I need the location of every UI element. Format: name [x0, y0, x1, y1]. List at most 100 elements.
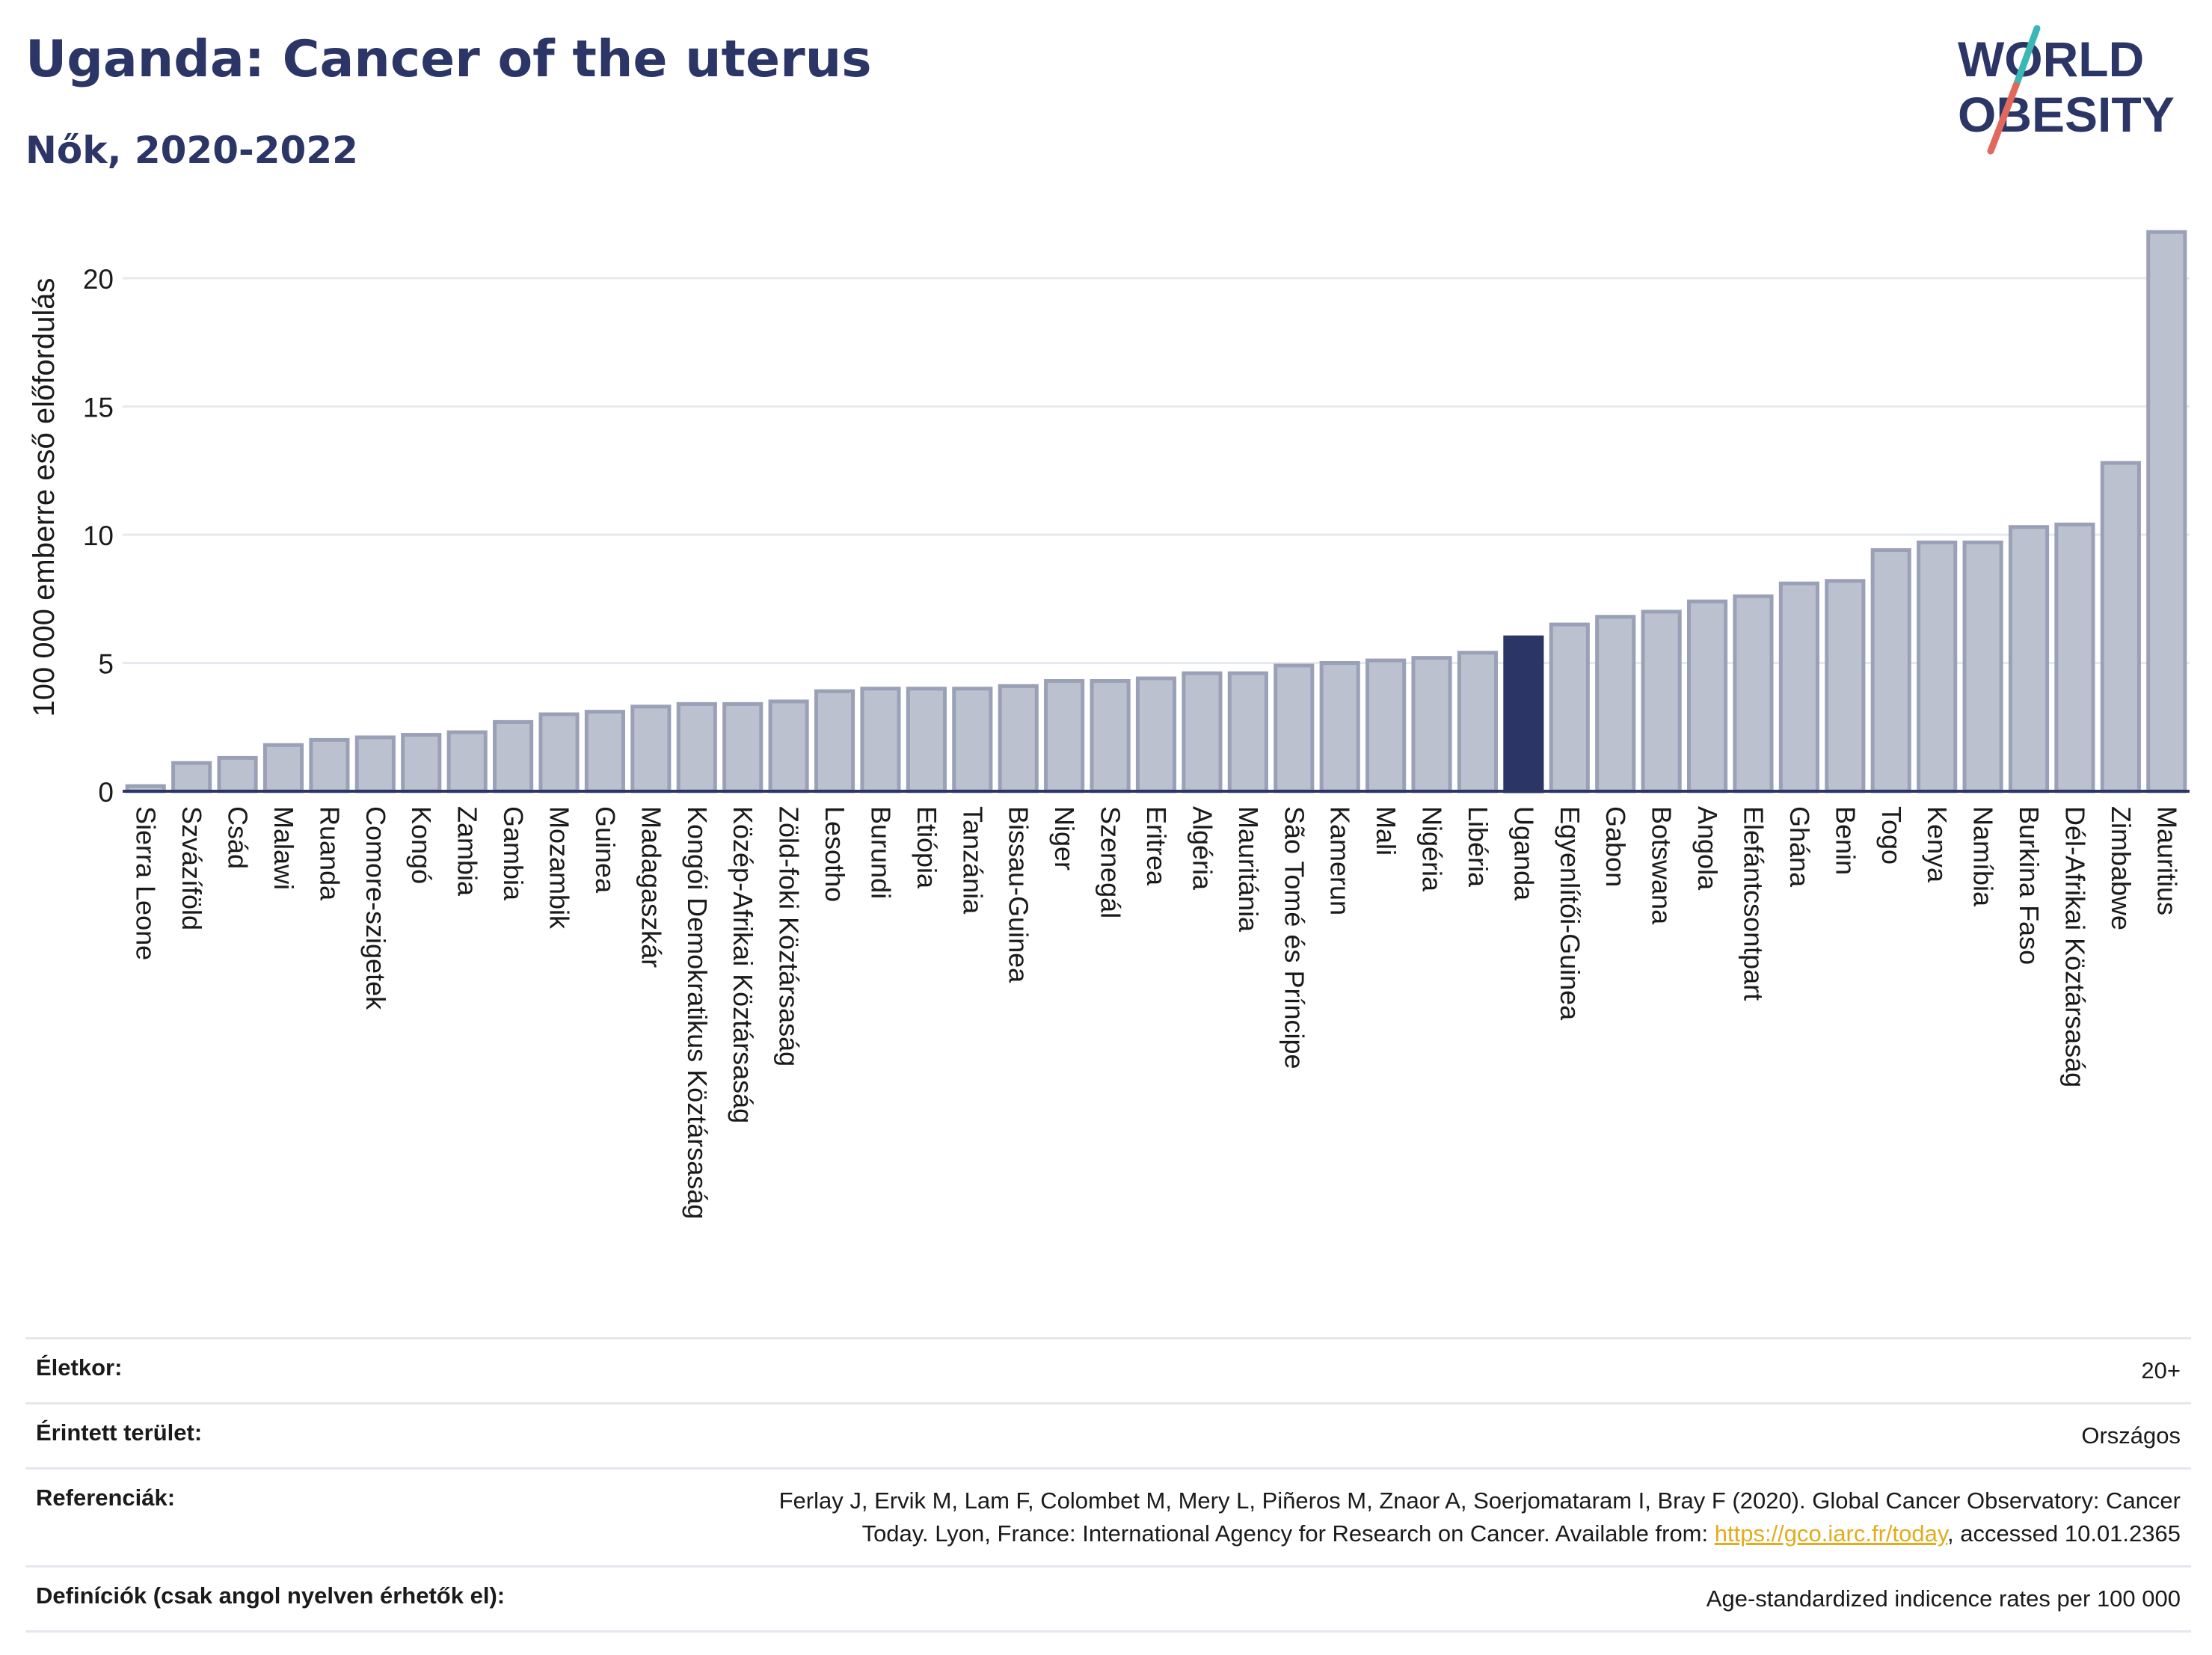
bar [998, 684, 1039, 793]
bar [1825, 579, 1866, 793]
x-tick-label: Kamerun [1325, 806, 1356, 915]
reference-label: Referenciák: [25, 1467, 630, 1567]
reference-link[interactable]: https://gco.iarc.fr/today [1714, 1520, 1948, 1547]
bar [2054, 522, 2095, 793]
y-axis-label: 100 000 emberre eső előfordulás [28, 277, 61, 716]
x-tick-label: Ruanda [314, 806, 345, 901]
bar [1227, 671, 1268, 793]
x-tick-label: Uganda [1508, 806, 1539, 901]
x-tick-label: Guinea [590, 806, 621, 894]
bar [1686, 599, 1728, 793]
age-row: Életkor: 20+ [25, 1337, 2191, 1404]
bar [1365, 658, 1407, 793]
bar [676, 701, 717, 793]
y-tick-label: 15 [83, 393, 114, 423]
bar [262, 743, 304, 793]
x-tick-label: Eritrea [1141, 806, 1172, 886]
x-tick-label: Zimbabwe [2106, 806, 2136, 930]
bar [1411, 656, 1452, 793]
bar [1044, 679, 1085, 793]
bar-chart: 0 5 10 15 20 Sierra Leone Szvázíföld Csád Malaw… [28, 230, 2190, 1219]
bar [860, 687, 901, 793]
logo-slash-red [1987, 82, 2020, 155]
info-table: Életkor: 20+ Érintett terület: Országos … [25, 1337, 2191, 1633]
x-tick-label: Lesotho [820, 806, 850, 902]
chart-title: Uganda: Cancer of the uterus [25, 30, 872, 89]
bar [446, 730, 488, 793]
x-tick-label: Comore-szigetek [360, 806, 391, 1010]
bar-highlight [1503, 635, 1544, 793]
x-tick-label: Mauritius [2151, 806, 2182, 915]
x-tick-label: Algéria [1187, 806, 1217, 891]
bar [1457, 651, 1499, 793]
x-tick-label: Botswana [1647, 806, 1677, 925]
bar [1090, 679, 1131, 793]
x-tick-label: Egyenlítői-Guinea [1555, 806, 1585, 1021]
x-tick-label: Sierra Leone [131, 806, 162, 960]
area-value: Országos [630, 1402, 2191, 1469]
logo-word-obesity: OBESITY [1958, 87, 2175, 142]
world-obesity-logo: WORLD OBESITY [1958, 25, 2175, 155]
logo-word-world: WORLD [1958, 31, 2144, 87]
x-tick-label: Dél-Afrikai Köztársaság [2059, 806, 2090, 1087]
bar [1549, 622, 1590, 793]
definition-label: Definíciók (csak angol nyelven érhetők e… [25, 1565, 630, 1633]
x-tick-label: Zöld-foki Köztársaság [774, 806, 805, 1066]
x-tick-label: Mali [1371, 806, 1401, 856]
bar [1917, 540, 1958, 793]
chart-subtitle: Nők, 2020-2022 [25, 129, 358, 172]
y-tick-label: 5 [98, 649, 114, 680]
x-tick-label: Nigéria [1417, 806, 1448, 892]
bar [1962, 540, 2003, 793]
x-tick-label: Madagaszkár [636, 806, 666, 968]
x-tick-label: Namíbia [1968, 806, 1999, 907]
bar [1641, 610, 1682, 793]
reference-text-2: Today. Lyon, France: International Agenc… [861, 1520, 1715, 1547]
bar [401, 733, 442, 793]
age-value: 20+ [630, 1337, 2191, 1404]
x-tick-label: Kongó [406, 806, 437, 884]
y-tick-labels: 0 5 10 15 20 [83, 264, 114, 808]
bar [1778, 581, 1819, 793]
bar [309, 737, 350, 793]
definition-value: Age-standardized indicence rates per 100… [630, 1565, 2191, 1633]
bar [217, 755, 258, 793]
x-tick-label: Tanzánia [957, 806, 988, 915]
x-tick-label: Malawi [268, 806, 299, 890]
bar [1274, 663, 1315, 793]
bar [722, 701, 764, 793]
bar [1870, 548, 1911, 793]
x-tick-label: Szvázíföld [176, 806, 207, 930]
bar [354, 735, 396, 793]
logo-slash-teal [2012, 25, 2041, 89]
bars [125, 230, 2187, 793]
x-tick-label: Angola [1692, 806, 1723, 891]
bar [768, 699, 809, 793]
x-tick-label: Elefántcsontpart [1738, 806, 1769, 1001]
x-tick-label: Kongói Demokratikus Köztársaság [682, 806, 713, 1219]
x-tick-label: Mozambik [544, 806, 575, 930]
reference-row: Referenciák: Ferlay J, Ervik M, Lam F, C… [25, 1467, 2191, 1567]
reference-text-1: Ferlay J, Ervik M, Lam F, Colombet M, Me… [778, 1487, 2181, 1514]
x-tick-label: Burundi [865, 806, 896, 899]
x-tick-label: Kenya [1922, 806, 1953, 883]
bar [2008, 525, 2050, 793]
x-tick-label: São Tomé és Príncipe [1279, 806, 1309, 1069]
x-tick-label: Mauritánia [1233, 806, 1264, 933]
bar [814, 689, 855, 793]
bar [2146, 230, 2187, 793]
x-tick-label: Togo [1876, 806, 1907, 865]
bar [1135, 676, 1177, 793]
x-tick-label: Benin [1830, 806, 1861, 875]
bar [1182, 671, 1223, 793]
age-label: Életkor: [25, 1337, 630, 1404]
y-tick-label: 0 [98, 777, 114, 808]
y-tick-label: 10 [83, 521, 114, 551]
bar [584, 710, 626, 793]
x-tick-label: Csád [223, 806, 254, 869]
reference-text-3: , accessed 10.01.2365 [1947, 1520, 2181, 1547]
x-tick-labels: Sierra Leone Szvázíföld Csád Malawi Ruanda Co… [131, 806, 2183, 1219]
x-tick-label: Libéria [1463, 806, 1493, 888]
bar [493, 719, 534, 793]
area-row: Érintett terület: Országos [25, 1402, 2191, 1469]
